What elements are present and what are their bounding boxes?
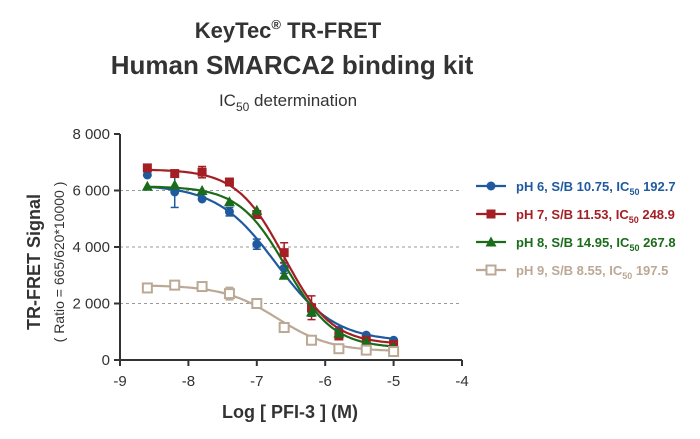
legend-label-main: pH 8, S/B 14.95, IC <box>516 235 630 250</box>
title-brand: KeyTec <box>195 18 272 43</box>
data-point <box>141 180 153 191</box>
legend-label-sub: 50 <box>629 243 639 253</box>
data-point <box>279 248 289 258</box>
data-point <box>142 163 152 173</box>
fit-curve <box>147 185 394 348</box>
data-point <box>306 306 318 317</box>
legend-label-main: pH 6, S/B 10.75, IC <box>516 179 630 194</box>
subtitle-rest: determination <box>249 91 357 110</box>
data-point <box>196 281 208 293</box>
x-tick-label: -4 <box>455 373 468 390</box>
fit-curve <box>147 168 394 344</box>
legend-marker <box>485 264 497 276</box>
data-point <box>197 194 207 204</box>
data-point <box>170 187 180 197</box>
x-tick-label: -7 <box>250 373 263 390</box>
data-point <box>223 196 235 207</box>
x-tick-label: -9 <box>113 373 126 390</box>
x-axis-title: Log [ PFI-3 ] (M) <box>222 402 358 422</box>
title-suffix: TR-FRET <box>281 18 382 43</box>
legend-label-value: 248.9 <box>639 207 675 222</box>
axes: 0 2 000 4 000 6 000 8 000 -9 -8 -7 -6 -5 -4 <box>72 126 468 390</box>
legend-label-value: 192.7 <box>639 179 675 194</box>
chart-title-line1: KeyTec® TR-FRET <box>195 17 382 43</box>
legend-label-sub: 50 <box>629 187 639 197</box>
y-tick-label: 2 000 <box>72 296 110 313</box>
fit-curve <box>147 284 394 352</box>
legend-label-main: pH 9, S/B 8.55, IC <box>516 263 623 278</box>
data-point <box>223 288 235 300</box>
series-3 <box>141 179 400 352</box>
legend-label-sub: 50 <box>629 215 639 225</box>
y-axis-title: TR-FRET Signal <box>24 194 44 330</box>
x-tick-label: -6 <box>319 373 332 390</box>
y-tick-label: 6 000 <box>72 183 110 200</box>
legend-label: pH 7, S/B 11.53, IC50 248.9 <box>516 207 675 225</box>
data-point <box>197 167 207 177</box>
x-tick-label: -5 <box>387 373 400 390</box>
y-axis-subtitle: ( Ratio = 665/620*10000 ) <box>51 182 67 343</box>
series-4 <box>141 279 400 358</box>
data-point <box>251 204 263 215</box>
subtitle-ic: IC <box>219 91 236 110</box>
title-registered-mark: ® <box>271 17 281 32</box>
x-tick-label: -8 <box>182 373 195 390</box>
chart-subtitle: IC50 determination <box>219 91 357 114</box>
data-point <box>360 336 372 347</box>
legend-label: pH 6, S/B 10.75, IC50 192.7 <box>516 179 676 197</box>
legend-marker <box>486 209 496 219</box>
data-point <box>196 185 208 195</box>
y-tick-label: 0 <box>102 352 110 369</box>
data-point <box>278 322 290 334</box>
data-point <box>360 344 372 356</box>
data-point <box>251 298 263 309</box>
legend-item-3: pH 8, S/B 14.95, IC50 267.8 <box>476 235 676 253</box>
data-point <box>170 169 180 179</box>
data-point <box>141 282 153 294</box>
series-1 <box>142 170 399 345</box>
legend-label-sub: 50 <box>622 271 632 281</box>
legend-label: pH 8, S/B 14.95, IC50 267.8 <box>516 235 676 253</box>
legend-label: pH 9, S/B 8.55, IC50 197.5 <box>516 263 668 281</box>
legend-item-4: pH 9, S/B 8.55, IC50 197.5 <box>476 263 668 281</box>
data-point <box>169 279 181 291</box>
y-tick-label: 8 000 <box>72 126 110 143</box>
data-point <box>224 177 234 187</box>
legend: pH 6, S/B 10.75, IC50 192.7pH 7, S/B 11.… <box>476 179 676 281</box>
chart-title-line2: Human SMARCA2 binding kit <box>111 50 474 80</box>
series-group <box>141 163 400 358</box>
legend-item-1: pH 6, S/B 10.75, IC50 192.7 <box>476 179 676 197</box>
data-point <box>306 334 318 346</box>
data-point <box>224 207 234 217</box>
data-point <box>169 179 181 190</box>
data-point <box>278 269 290 280</box>
legend-label-main: pH 7, S/B 11.53, IC <box>516 207 629 222</box>
legend-marker <box>485 236 497 247</box>
legend-label-value: 267.8 <box>639 235 675 250</box>
data-point <box>142 170 152 180</box>
fit-curve <box>147 185 394 340</box>
data-point <box>388 346 400 358</box>
y-tick-label: 4 000 <box>72 239 110 256</box>
legend-marker <box>486 181 496 191</box>
legend-label-value: 197.5 <box>632 263 668 278</box>
data-point <box>252 239 262 249</box>
subtitle-sub: 50 <box>236 100 250 114</box>
data-point <box>333 327 345 338</box>
legend-item-2: pH 7, S/B 11.53, IC50 248.9 <box>476 207 675 225</box>
data-point <box>333 343 345 355</box>
